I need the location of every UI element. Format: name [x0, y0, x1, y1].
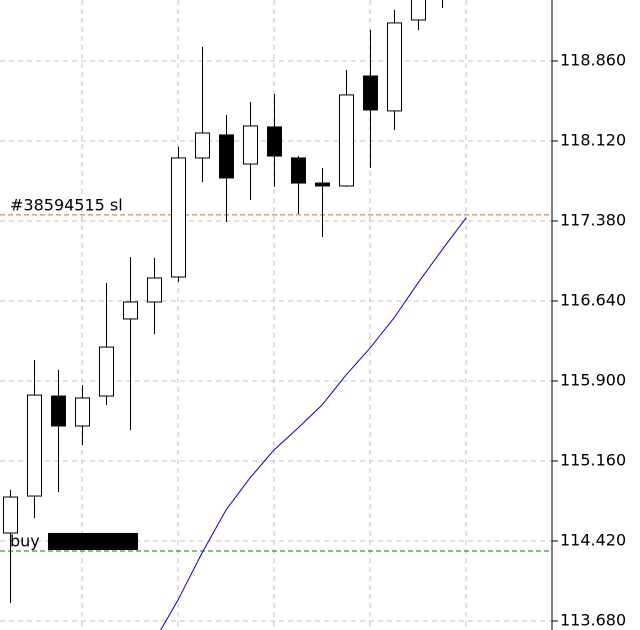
y-tick-label: 115.160 [560, 451, 626, 470]
candle-body [315, 182, 330, 187]
label-box [48, 532, 138, 550]
candle-body [411, 0, 426, 21]
candle-body [219, 134, 234, 179]
y-tick-label: 118.860 [560, 50, 626, 69]
y-tick-label: 114.420 [560, 531, 626, 550]
candle-body [267, 126, 282, 157]
candle-body [195, 132, 210, 159]
candle-body [51, 395, 66, 427]
candle-body [291, 157, 306, 184]
level-label: #38594515 sl [10, 195, 123, 214]
candle-body [363, 75, 378, 111]
grid [0, 0, 552, 630]
candle-body [75, 397, 90, 427]
candle-body [171, 157, 186, 278]
moving-average [160, 217, 467, 630]
candle-body [3, 496, 18, 534]
candle-body [147, 277, 162, 303]
y-tick-label: 113.680 [560, 611, 626, 630]
y-tick-label: 115.900 [560, 371, 626, 390]
plot-area: #38594515 sl buy [0, 0, 552, 630]
y-tick-label: 117.380 [560, 210, 626, 229]
price-axis-labels: 113.680 114.420 115.160 115.900 116.640 117.3… [552, 50, 626, 630]
candle-body [99, 346, 114, 397]
candle-body [243, 125, 258, 165]
candle-body [387, 22, 402, 112]
candle-body [339, 94, 354, 187]
y-tick-label: 118.120 [560, 130, 626, 149]
y-tick-label: 116.640 [560, 290, 626, 309]
candle-body [27, 394, 42, 497]
candle-body [123, 301, 138, 320]
level-label: buy [10, 531, 40, 550]
